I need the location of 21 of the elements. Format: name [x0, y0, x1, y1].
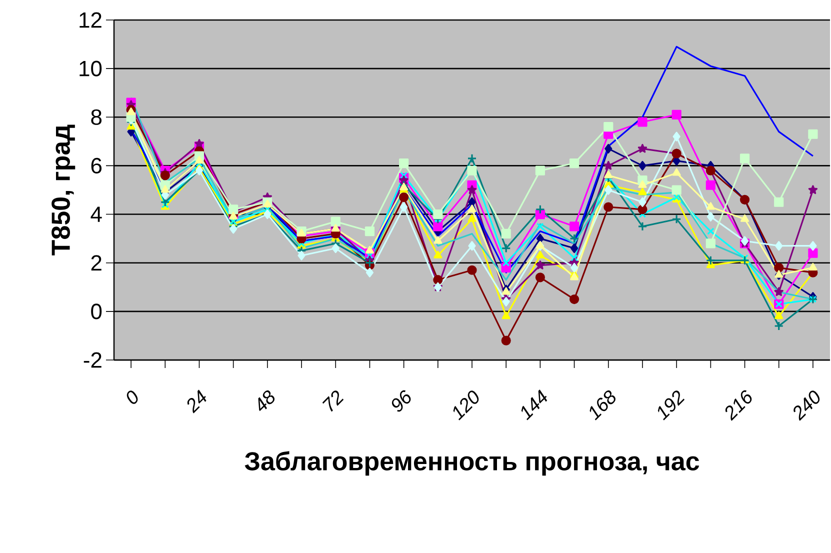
y-tick-label: 4 [90, 206, 102, 222]
x-axis-title: Заблаговременность прогноза, час [244, 451, 700, 476]
x-tick-label: 120 [453, 390, 479, 420]
x-tick-label: 96 [392, 390, 411, 412]
x-tick-label: 72 [322, 390, 344, 412]
x-tick-label: 144 [521, 390, 548, 420]
y-tick-label: 2 [91, 255, 102, 271]
y-axis-title: T850, град [52, 124, 76, 256]
x-tick-label: 0 [126, 390, 138, 404]
y-tick-label: 10 [80, 60, 102, 76]
y-tick-label: 6 [91, 158, 102, 174]
x-tick-label: 168 [590, 390, 616, 420]
y-tick-label: 8 [91, 109, 102, 125]
y-tick-label: -2 [84, 352, 102, 368]
x-tick-label: 240 [794, 390, 820, 421]
x-tick-label: 192 [658, 390, 685, 420]
x-tick-label: 216 [725, 390, 752, 421]
x-tick-label: 48 [258, 390, 275, 412]
y-tick-label: 12 [80, 12, 102, 28]
y-tick-label: 0 [91, 304, 102, 320]
x-tick-label: 24 [187, 390, 206, 414]
